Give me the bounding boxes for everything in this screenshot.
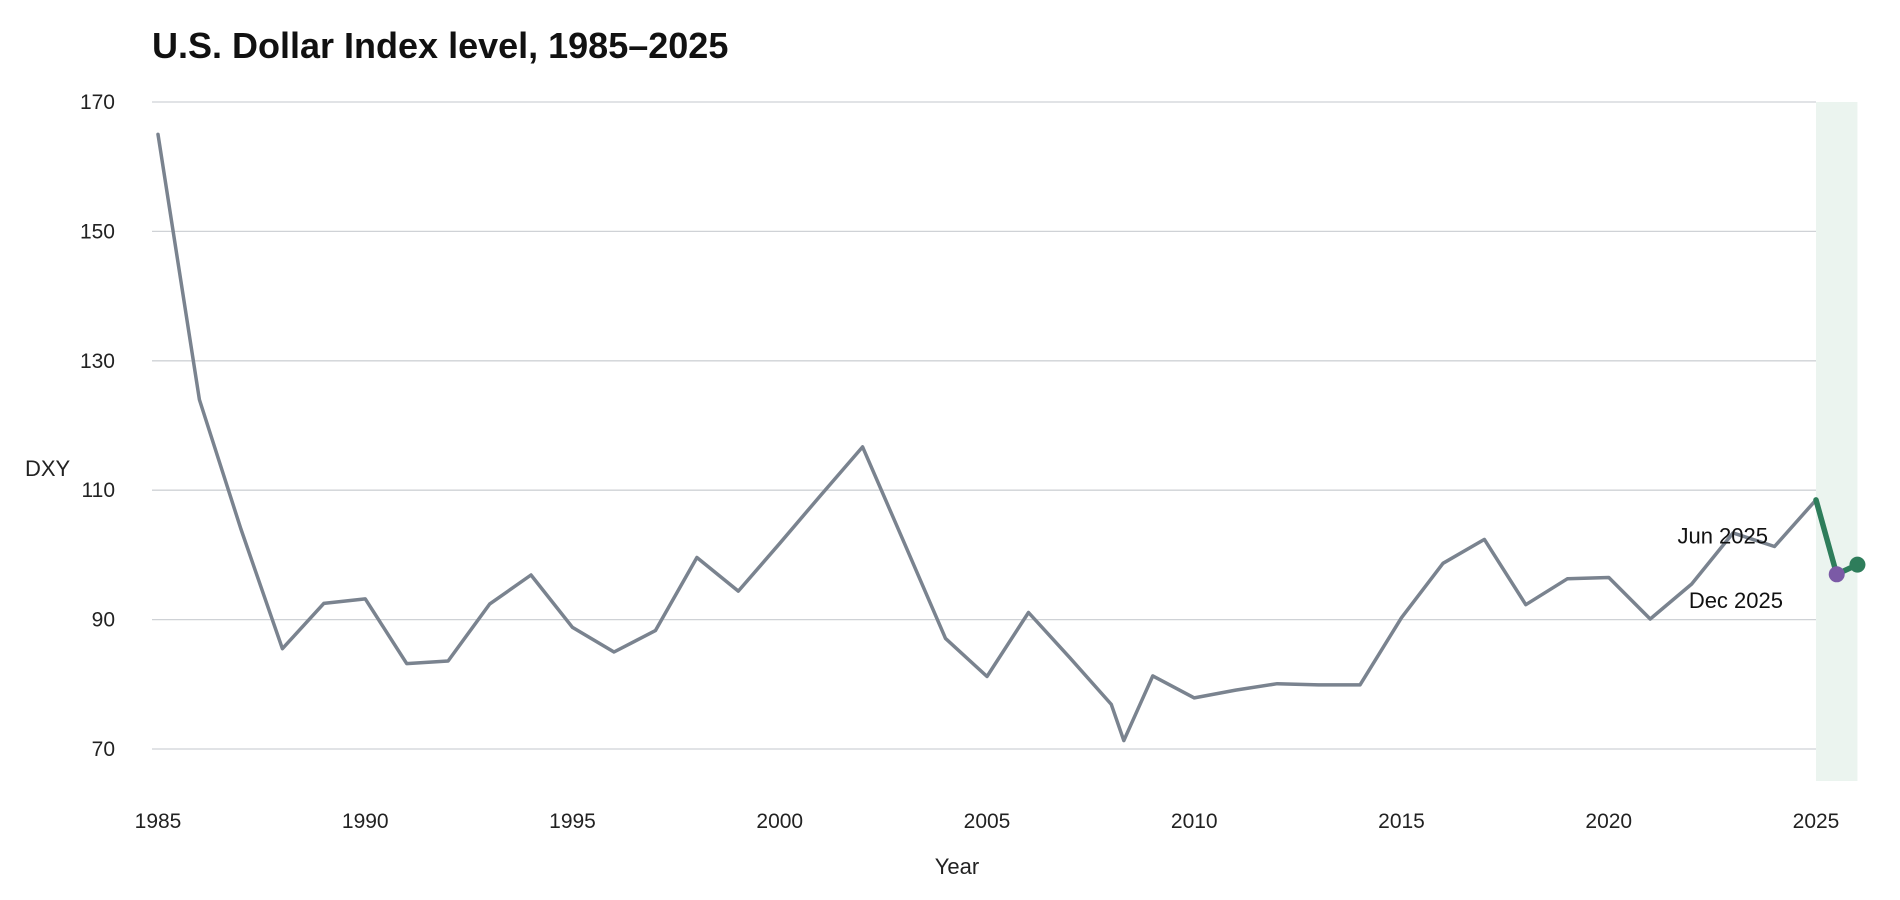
data-point (1849, 556, 1866, 573)
data-points (1828, 556, 1866, 583)
x-tick-label: 2025 (1793, 810, 1840, 833)
chart-title: U.S. Dollar Index level, 1985–2025 (152, 25, 728, 66)
x-tick-label: 2005 (964, 810, 1011, 833)
y-tick-label: 90 (92, 609, 115, 632)
y-tick-label: 150 (80, 220, 115, 243)
y-tick-label: 70 (92, 738, 115, 761)
x-axis-ticks: 1985 1990 1995 2000 2005 2010 2015 2020 2025 (135, 810, 1840, 833)
y-axis-ticks: 70 90 110 130 150 170 (80, 91, 115, 761)
y-axis-label: DXY (25, 456, 71, 481)
x-tick-label: 1990 (342, 810, 389, 833)
annotation-label: Dec 2025 (1689, 588, 1783, 613)
gridlines (152, 101, 1816, 750)
x-tick-label: 2000 (756, 810, 803, 833)
annotations: Jun 2025 Dec 2025 (1677, 523, 1783, 613)
x-tick-label: 1985 (135, 810, 182, 833)
x-tick-label: 1995 (549, 810, 596, 833)
x-tick-label: 2015 (1378, 810, 1425, 833)
x-tick-label: 2020 (1585, 810, 1632, 833)
highlight-region (1816, 102, 1858, 781)
annotation-label: Jun 2025 (1677, 523, 1768, 548)
x-axis-label: Year (935, 854, 979, 879)
series-lines (156, 132, 1861, 743)
y-tick-label: 110 (82, 479, 115, 502)
series-line (156, 132, 1818, 743)
y-tick-label: 170 (80, 91, 115, 114)
y-tick-label: 130 (80, 350, 115, 373)
x-tick-label: 2010 (1171, 810, 1218, 833)
data-point (1828, 566, 1845, 583)
